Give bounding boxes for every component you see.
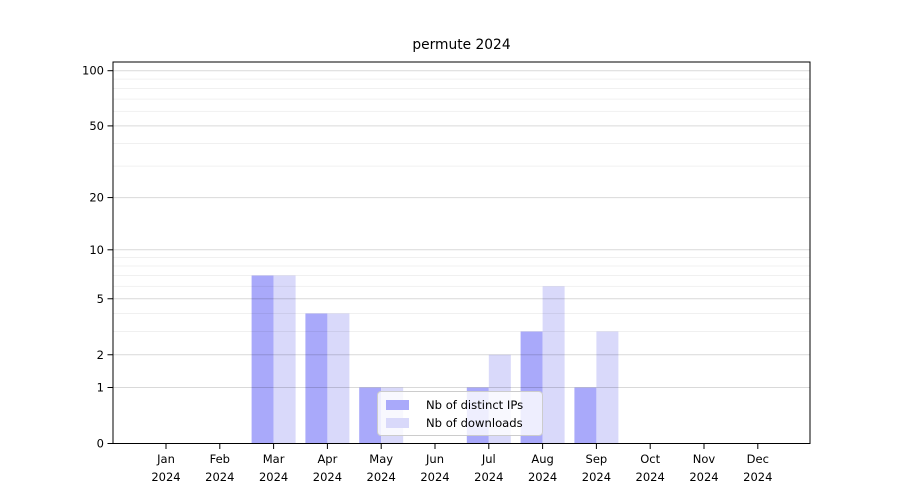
x-tick-label-year-apr: 2024	[313, 470, 342, 484]
x-tick-label-month-sep: Sep	[586, 452, 608, 466]
legend-label-distinct-ips: Nb of distinct IPs	[426, 397, 524, 412]
x-tick-label-month-mar: Mar	[263, 452, 285, 466]
bar-downloads-apr	[327, 313, 350, 444]
y-tick-label-10: 10	[89, 243, 104, 257]
x-tick-label-year-oct: 2024	[636, 470, 665, 484]
y-tick-label-1: 1	[97, 381, 104, 395]
legend-swatch-downloads	[386, 417, 409, 428]
y-tick-label-5: 5	[97, 292, 104, 306]
x-tick-label-year-nov: 2024	[689, 470, 718, 484]
bar-downloads-sep	[596, 331, 619, 444]
bar-downloads-mar	[273, 275, 296, 444]
y-tick-label-2: 2	[97, 348, 104, 362]
x-tick-label-month-nov: Nov	[693, 452, 716, 466]
y-tick-label-50: 50	[89, 119, 104, 133]
x-tick-label-month-aug: Aug	[531, 452, 553, 466]
legend-item-downloads: Nb of downloads	[386, 416, 542, 430]
legend-swatch-distinct-ips	[386, 399, 409, 410]
legend-label-downloads: Nb of downloads	[426, 415, 523, 430]
legend: Nb of distinct IPs Nb of downloads	[377, 391, 543, 436]
bar-distinct-ips-apr	[305, 313, 328, 444]
x-tick-label-month-oct: Oct	[640, 452, 660, 466]
x-tick-label-month-feb: Feb	[210, 452, 230, 466]
chart-title: permute 2024	[412, 37, 511, 53]
x-tick-label-year-mar: 2024	[259, 470, 288, 484]
x-tick-label-year-aug: 2024	[528, 470, 557, 484]
x-tick-label-month-jun: Jun	[425, 452, 444, 466]
x-tick-label-year-dec: 2024	[743, 470, 772, 484]
x-tick-label-year-feb: 2024	[205, 470, 234, 484]
x-tick-label-year-may: 2024	[367, 470, 396, 484]
bar-downloads-aug	[542, 286, 565, 444]
x-tick-label-year-jul: 2024	[474, 470, 503, 484]
axes-frame	[112, 61, 811, 444]
x-tick-label-year-sep: 2024	[582, 470, 611, 484]
y-tick-label-100: 100	[82, 64, 104, 78]
bar-distinct-ips-mar	[251, 275, 274, 444]
legend-item-distinct-ips: Nb of distinct IPs	[386, 398, 542, 412]
x-tick-label-year-jan: 2024	[151, 470, 180, 484]
y-tick-label-0: 0	[97, 437, 104, 451]
bar-distinct-ips-may	[359, 387, 382, 444]
x-tick-label-month-dec: Dec	[747, 452, 769, 466]
x-tick-label-month-may: May	[369, 452, 393, 466]
y-tick-label-20: 20	[89, 191, 104, 205]
bar-distinct-ips-sep	[574, 387, 597, 444]
x-tick-label-month-jan: Jan	[156, 452, 175, 466]
x-tick-label-month-apr: Apr	[317, 452, 337, 466]
x-tick-label-month-jul: Jul	[481, 452, 496, 466]
x-tick-label-year-jun: 2024	[420, 470, 449, 484]
